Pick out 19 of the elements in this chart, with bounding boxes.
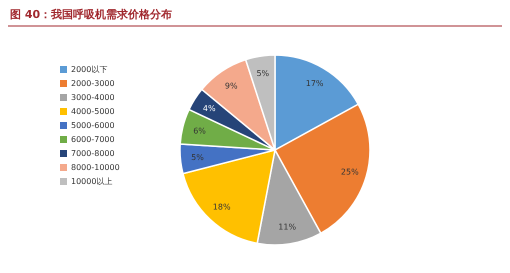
- legend-label: 5000-6000: [71, 121, 115, 130]
- legend-label: 8000-10000: [71, 163, 120, 172]
- chart-title: 图 40：我国呼吸机需求价格分布: [10, 8, 172, 21]
- legend-label: 7000-8000: [71, 149, 115, 158]
- data-label: 25%: [340, 168, 360, 177]
- data-label: 9%: [224, 81, 238, 90]
- data-label: 17%: [306, 78, 324, 88]
- data-label: 11%: [278, 222, 296, 232]
- data-label: 6%: [193, 126, 206, 136]
- data-label: 5%: [256, 68, 270, 78]
- legend-label: 6000-7000: [71, 135, 115, 144]
- legend-label: 3000-4000: [71, 93, 115, 102]
- legend-label: 2000-3000: [71, 79, 115, 88]
- data-label: 18%: [212, 202, 231, 212]
- legend-label: 10000以上: [71, 177, 112, 186]
- legend-label: 4000-5000: [71, 107, 115, 116]
- data-label: 4%: [202, 104, 216, 114]
- legend-label: 2000以下: [71, 65, 108, 74]
- data-label: 5%: [191, 153, 204, 162]
